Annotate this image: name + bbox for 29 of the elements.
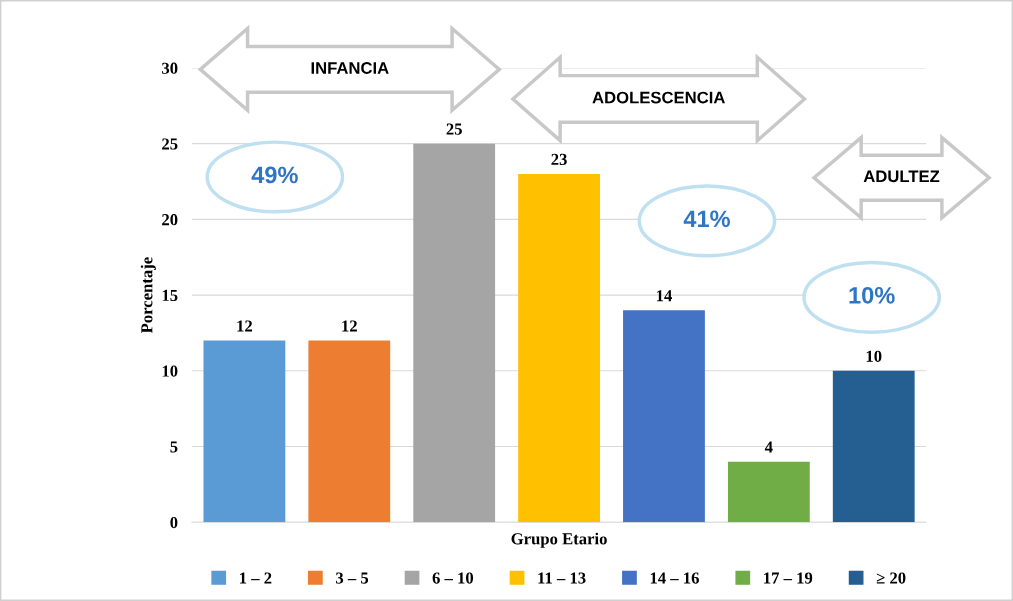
- data-label: 12: [237, 320, 253, 332]
- legend-label: 3 – 5: [336, 572, 369, 584]
- y-tick-label: 25: [162, 138, 178, 150]
- y-tick-label: 5: [170, 441, 178, 453]
- y-tick-label: 20: [162, 214, 178, 226]
- annotation: ADULTEZ: [863, 170, 940, 183]
- y-tick-label: 15: [162, 289, 178, 302]
- data-label: 25: [446, 123, 462, 135]
- data-label: 10: [866, 350, 882, 362]
- annotation: 10%: [849, 286, 895, 304]
- legend-label: ≥ 20: [876, 572, 906, 584]
- data-label: 4: [764, 441, 773, 453]
- annotation: ADOLESCENCIA: [592, 91, 725, 104]
- y-axis-title: Porcentaje: [140, 257, 156, 334]
- x-axis-title: Grupo Etario: [511, 532, 607, 548]
- y-tick-label: 10: [162, 365, 178, 377]
- annotation: 41%: [683, 210, 730, 228]
- annotation: 49%: [251, 166, 298, 184]
- y-tick-label: 30: [162, 62, 178, 74]
- legend-label: 6 – 10: [432, 572, 474, 584]
- legend-label: 14 – 16: [650, 572, 699, 584]
- legend-label: 1 – 2: [240, 572, 272, 584]
- legend-label: 11 – 13: [538, 572, 586, 584]
- annotation: INFANCIA: [311, 62, 389, 74]
- y-tick-label: 0: [170, 516, 178, 529]
- data-label: 12: [342, 320, 357, 332]
- data-label: 14: [656, 290, 672, 302]
- data-label: 23: [551, 153, 567, 165]
- legend-label: 17 – 19: [764, 572, 813, 584]
